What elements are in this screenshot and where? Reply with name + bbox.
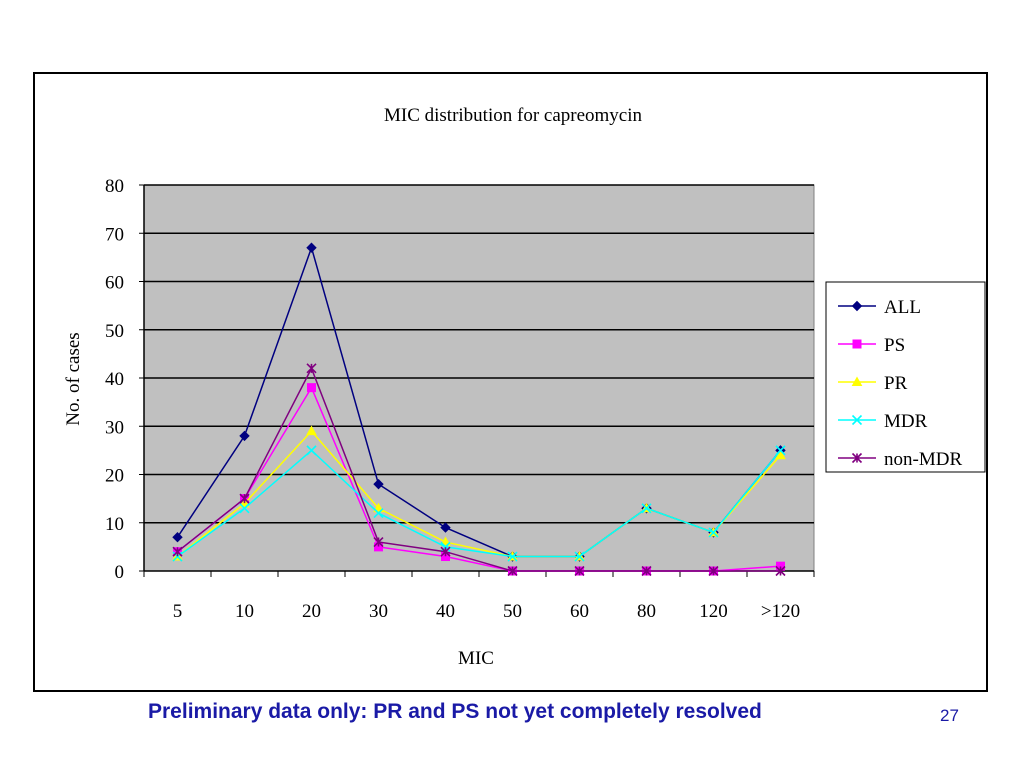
legend-label: ALL: [884, 297, 921, 318]
y-tick-label: 10: [105, 514, 124, 535]
y-tick-label: 0: [115, 562, 125, 583]
legend-item-pr: PR: [838, 373, 908, 394]
data-point: [306, 363, 317, 374]
x-tick-label: 60: [570, 601, 589, 622]
data-point: [440, 546, 451, 557]
data-point: [172, 551, 183, 562]
chart-frame: MIC distribution for capreomycin MIC No.…: [33, 72, 988, 692]
legend-label: MDR: [884, 411, 928, 432]
y-tick-label: 70: [105, 224, 124, 245]
data-point: [507, 551, 518, 562]
series-non-mdr: [172, 363, 786, 577]
y-tick-label: 60: [105, 273, 124, 294]
y-tick-label: 50: [105, 321, 124, 342]
data-point: [641, 565, 652, 577]
data-point: [239, 503, 250, 514]
x-axis-label: MIC: [458, 648, 494, 669]
data-point: [574, 551, 585, 562]
chart-title: MIC distribution for capreomycin: [384, 105, 643, 126]
y-axis-label: No. of cases: [63, 332, 84, 425]
plot-area: 0 10 20 30 40 50 60 70 80 5 10 20 30 40 50 60 80 120 >120: [105, 176, 815, 622]
data-point: [440, 541, 451, 552]
data-point: [172, 546, 183, 557]
x-tick-label: 10: [235, 601, 254, 622]
data-point: [708, 527, 719, 538]
legend-item-ps: PS: [838, 335, 905, 356]
legend-marker: [851, 300, 863, 312]
data-point: [306, 425, 317, 436]
data-point: [775, 445, 786, 456]
legend-item-all: ALL: [838, 297, 921, 318]
x-tick-label: 40: [436, 601, 455, 622]
footer-note: Preliminary data only: PR and PS not yet…: [148, 700, 762, 723]
data-point: [507, 565, 518, 577]
x-tick-label: >120: [761, 601, 800, 622]
data-point: [172, 532, 183, 543]
x-tick-label: 50: [503, 601, 522, 622]
x-tick-label: 80: [637, 601, 656, 622]
data-point: [775, 449, 786, 460]
page-number: 27: [940, 706, 959, 725]
legend-marker: [851, 414, 863, 426]
legend-label: PS: [884, 335, 905, 356]
legend-item-non-mdr: non-MDR: [838, 449, 962, 470]
legend-item-mdr: MDR: [838, 411, 928, 432]
series-mdr: [172, 445, 786, 562]
legend-marker: [852, 339, 862, 349]
data-point: [708, 565, 719, 577]
y-tick-label: 20: [105, 466, 124, 487]
y-tick-label: 30: [105, 417, 124, 438]
data-point: [306, 445, 317, 456]
legend-marker: [851, 376, 863, 386]
data-point: [239, 493, 250, 504]
x-tick-label: 20: [302, 601, 321, 622]
legend-marker: [851, 452, 863, 464]
legend: ALL PS PR MDR non-MDR: [825, 281, 986, 473]
chart-svg: MIC distribution for capreomycin MIC No.…: [63, 105, 986, 669]
legend-label: PR: [884, 373, 908, 394]
x-tick-label: 30: [369, 601, 388, 622]
data-point: [641, 503, 652, 514]
legend-box: [825, 281, 986, 473]
legend-label: non-MDR: [884, 449, 962, 470]
y-tick-label: 80: [105, 176, 124, 197]
series-line-mdr: [177, 449, 782, 558]
data-point: [307, 383, 316, 393]
x-tick-label: 5: [173, 601, 183, 622]
data-point: [373, 478, 384, 490]
y-tick-label: 40: [105, 369, 124, 390]
data-point: [239, 430, 250, 442]
x-tick-label: 120: [699, 601, 728, 622]
data-point: [373, 536, 384, 548]
series-line-non-mdr: [177, 366, 781, 572]
data-point: [574, 565, 585, 577]
data-point: [440, 522, 451, 533]
data-point: [306, 242, 317, 253]
data-point: [373, 508, 384, 519]
data-point: [775, 565, 786, 577]
